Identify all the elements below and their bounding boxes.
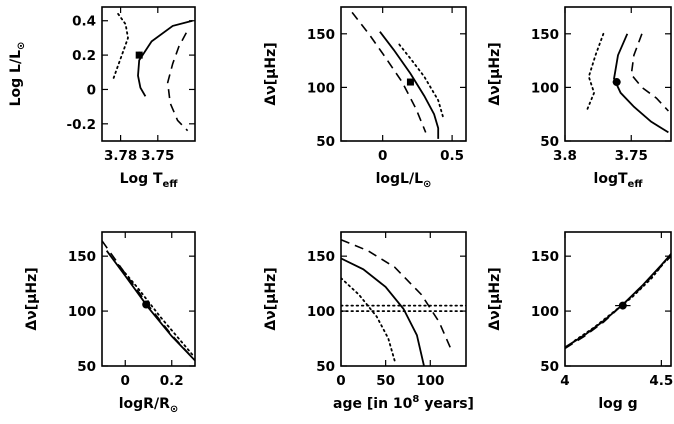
x-tick-label: 0: [121, 373, 130, 389]
x-tick-label: 3.8: [553, 148, 577, 164]
y-axis-title: Log L/L⊙: [8, 42, 27, 107]
data-point-marker: [135, 51, 143, 59]
y-tick-label: 150: [531, 27, 559, 43]
y-tick-label: 100: [307, 304, 335, 320]
x-tick-label: 0: [378, 148, 387, 164]
series-dashed-line-2: [166, 32, 189, 132]
y-tick-label: 50: [540, 134, 559, 150]
panel-bottom-left: 50 100 150 0 0.2 logR/R⊙ Δν[μHz]: [24, 231, 196, 415]
plot-frame: [101, 231, 196, 367]
x-axis-title: Log Teff: [120, 171, 179, 190]
x-tick-label: 50: [376, 373, 395, 389]
series-solid-line-1: [613, 33, 669, 134]
x-axis-title: logL/L⊙: [376, 171, 432, 190]
x-axis-title: log g: [598, 396, 637, 412]
plot-frame: [340, 231, 467, 367]
x-tick-label: 4.5: [649, 373, 673, 389]
y-axis-title: Δν[μHz]: [263, 267, 279, 330]
y-axis-title: Δν[μHz]: [263, 42, 279, 105]
series-dashed-line-2: [630, 33, 669, 112]
y-tick-label: 50: [316, 359, 335, 375]
panel-top-right: 50 100 150 3.8 3.75 logTeff Δν[μHz]: [487, 6, 672, 190]
series-group: [586, 32, 669, 134]
data-point-marker: [612, 78, 621, 87]
y-tick-label: 50: [316, 134, 335, 150]
y-axis-title: Δν[μHz]: [487, 42, 503, 105]
panel-top-middle: 50 100 150 0 0.5 logL/L⊙ Δν[μHz]: [263, 6, 467, 190]
x-tick-label: 3.75: [141, 148, 174, 164]
series-dotted-line-2: [341, 277, 396, 362]
x-tick-label: 0.5: [440, 148, 464, 164]
x-tick-label: 3.78: [104, 148, 137, 164]
series-dotted-line-2: [573, 253, 671, 342]
series-dashed-line-0: [341, 238, 454, 354]
x-tick-label: 0: [336, 373, 345, 389]
series-group: [102, 240, 195, 362]
y-tick-label: -0.2: [66, 117, 96, 133]
data-point-marker: [142, 300, 151, 309]
series-group: [565, 253, 671, 350]
y-axis-title: Δν[μHz]: [487, 267, 503, 330]
series-solid-line-1: [379, 31, 440, 139]
x-tick-label: 3.75: [615, 148, 648, 164]
series-solid-line-1: [105, 250, 195, 362]
x-axis-title: age [in 108 years]: [333, 394, 474, 412]
y-tick-label: 100: [531, 304, 559, 320]
plot-frame: [564, 231, 672, 367]
y-tick-label: 100: [531, 80, 559, 96]
series-solid-line-1: [137, 19, 193, 97]
panel-bottom-right: 50 100 150 4 4.5 log g Δν[μHz]: [487, 231, 673, 412]
x-tick-label: 4: [560, 373, 569, 389]
y-tick-label: 0: [87, 82, 96, 98]
plot-frame: [340, 6, 467, 142]
series-dotted-line-0: [586, 32, 605, 110]
series-dotted-line-2: [117, 264, 194, 356]
series-group: [341, 238, 466, 366]
series-dashed-line-0: [565, 255, 671, 350]
x-axis-title: logTeff: [594, 171, 644, 190]
series-group: [351, 11, 445, 139]
y-tick-label: 100: [307, 80, 335, 96]
data-point-marker: [618, 301, 627, 310]
series-solid-line-1: [565, 253, 671, 349]
series-solid-line-1: [341, 257, 425, 366]
x-tick-label: 0.2: [160, 373, 184, 389]
y-tick-label: 50: [77, 359, 96, 375]
plot-frame: [101, 6, 196, 142]
y-tick-label: 0.2: [72, 48, 96, 64]
panel-top-left: -0.2 0 0.2 0.4 3.78 3.75 Log Teff Log L/L⊙: [8, 6, 196, 190]
series-dotted-line-0: [112, 12, 129, 81]
y-tick-label: 150: [307, 27, 335, 43]
y-tick-label: 100: [68, 304, 96, 320]
series-group: [112, 12, 193, 132]
series-dashed-line-0: [351, 11, 427, 133]
y-tick-label: 50: [540, 359, 559, 375]
y-tick-label: 150: [307, 249, 335, 265]
y-tick-label: 0.4: [72, 14, 96, 30]
y-tick-label: 150: [531, 249, 559, 265]
x-tick-label: 100: [416, 373, 444, 389]
series-dotted-line-2: [398, 43, 445, 121]
data-point-marker: [406, 78, 414, 86]
y-axis-title: Δν[μHz]: [24, 267, 40, 330]
x-axis-title: logR/R⊙: [119, 396, 179, 415]
y-tick-label: 150: [68, 249, 96, 265]
plot-frame: [564, 6, 672, 142]
